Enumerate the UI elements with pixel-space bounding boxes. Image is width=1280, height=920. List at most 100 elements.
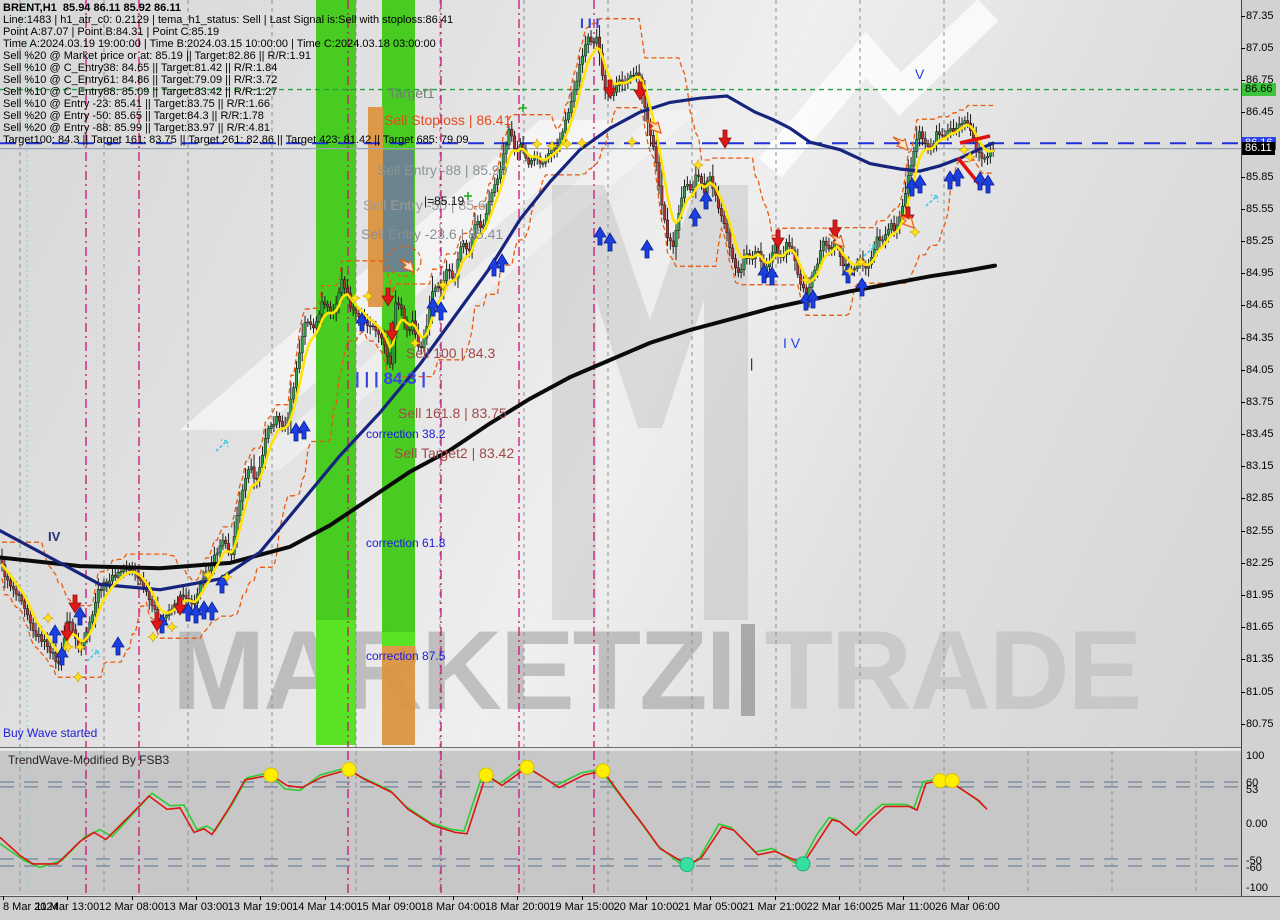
candle-body	[878, 236, 882, 241]
star-icon	[166, 621, 178, 633]
candle-body	[493, 184, 497, 193]
time-axis[interactable]	[0, 896, 1280, 920]
candle-body	[583, 44, 587, 57]
candle-body	[960, 122, 964, 125]
chart-annotation: Buy Wave started	[3, 726, 98, 740]
candle-body	[11, 585, 15, 590]
price-tick-label: 84.95	[1246, 267, 1274, 280]
hollow-arrow-icon	[645, 119, 662, 134]
candle-body	[884, 234, 888, 241]
price-tick-mark	[1241, 434, 1245, 436]
sell-arrow-icon	[633, 81, 647, 101]
buy-arrow-icon	[289, 422, 303, 442]
candle-body	[504, 144, 508, 155]
time-tick-mark	[581, 896, 583, 900]
time-tick-mark	[453, 896, 455, 900]
info-line: BRENT,H1 85.94 86.11 85.92 86.11	[3, 2, 181, 14]
info-line: Point A:87.07 | Point B:84.31 | Point C:…	[3, 26, 220, 38]
candle-body	[280, 421, 284, 427]
buy-arrow-icon	[55, 646, 69, 666]
candle-body	[306, 321, 310, 324]
price-tick-label: 87.35	[1246, 9, 1274, 22]
cyan-arrow-icon	[86, 649, 100, 662]
candle-body	[498, 169, 502, 180]
buy-arrow-icon	[48, 624, 62, 644]
candle-body	[490, 192, 494, 202]
chart-annotation: Sell Target2 | 83.42	[394, 445, 515, 461]
candle-body	[513, 135, 517, 149]
candle-body	[785, 242, 788, 255]
buy-arrow-icon	[973, 171, 987, 191]
candle-body	[26, 608, 29, 616]
time-tick-mark	[903, 896, 905, 900]
star-icon	[909, 226, 921, 238]
star-icon	[74, 641, 86, 653]
trendwave-oscillator-panel[interactable]	[0, 751, 1241, 895]
sell-arrow-icon	[150, 612, 164, 632]
price-tick-mark	[1241, 627, 1245, 629]
buy-arrow-icon	[841, 264, 855, 284]
red-trend-segment	[959, 134, 991, 145]
info-line: Sell %20 @ Market price or at: 85.19 || …	[3, 50, 311, 62]
osc-top-dot	[478, 767, 494, 783]
time-tick-mark	[260, 896, 262, 900]
candle-body	[787, 242, 791, 247]
chart-annotation: I I I	[580, 15, 600, 31]
osc-tick-label: -50	[1246, 855, 1262, 867]
info-line: Sell %10 @ C_Entry61: 84.86 || Target:79…	[3, 74, 278, 86]
candle-body	[377, 330, 381, 335]
buy-arrow-icon	[699, 190, 713, 210]
candle-body	[297, 352, 301, 369]
candle-body	[368, 325, 372, 328]
green-cross-icon	[519, 104, 527, 112]
candle-body	[668, 237, 672, 242]
candle-body	[380, 333, 383, 339]
chart-annotation: |=85.19	[424, 194, 465, 208]
candle-body	[651, 135, 655, 148]
candle-body	[949, 128, 953, 131]
candle-body	[940, 134, 944, 137]
candle-body	[666, 219, 669, 239]
candle-body	[634, 72, 638, 76]
sell-arrow-icon	[60, 622, 74, 642]
candle-body	[110, 574, 114, 582]
candle-body	[153, 605, 157, 610]
time-tick-label: 18 Mar 04:00	[420, 901, 486, 913]
main-price-chart[interactable]	[0, 0, 1241, 747]
candle-body	[566, 112, 570, 121]
candle-body	[881, 239, 885, 242]
candle-body	[671, 240, 675, 247]
buy-arrow-icon	[111, 636, 125, 656]
osc-top-dot	[519, 759, 535, 775]
chart-annotation: Target1	[388, 85, 435, 101]
candle-body	[663, 204, 667, 221]
hollow-arrow-icon	[892, 136, 909, 151]
candle-body	[317, 313, 321, 323]
candle-body	[300, 336, 304, 354]
candle-body	[476, 221, 480, 226]
chart-annotation: I V	[783, 335, 801, 351]
price-tag-green: 86.66	[1242, 83, 1276, 97]
candle-body	[481, 224, 485, 229]
price-tick-label: 81.35	[1246, 653, 1274, 666]
chart-annotation: correction 87.5	[366, 649, 446, 663]
candle-body	[912, 150, 916, 166]
candle-body	[464, 242, 468, 250]
buy-arrow-icon	[181, 602, 195, 622]
chart-annotation: |	[750, 356, 754, 371]
candle-body	[399, 304, 403, 309]
buy-arrow-icon	[297, 420, 311, 440]
price-tick-mark	[1241, 305, 1245, 307]
candle-body	[799, 274, 803, 285]
candle-body	[479, 221, 483, 229]
candle-body	[725, 223, 729, 234]
hollow-arrow-icon	[398, 258, 415, 273]
candle-body	[113, 574, 117, 578]
price-tick-label: 85.55	[1246, 202, 1274, 215]
time-tick-mark	[967, 896, 969, 900]
candle-body	[40, 634, 44, 642]
candle-body	[215, 552, 219, 556]
candle-body	[388, 355, 392, 365]
candle-body	[685, 184, 689, 187]
candle-body	[419, 346, 423, 349]
